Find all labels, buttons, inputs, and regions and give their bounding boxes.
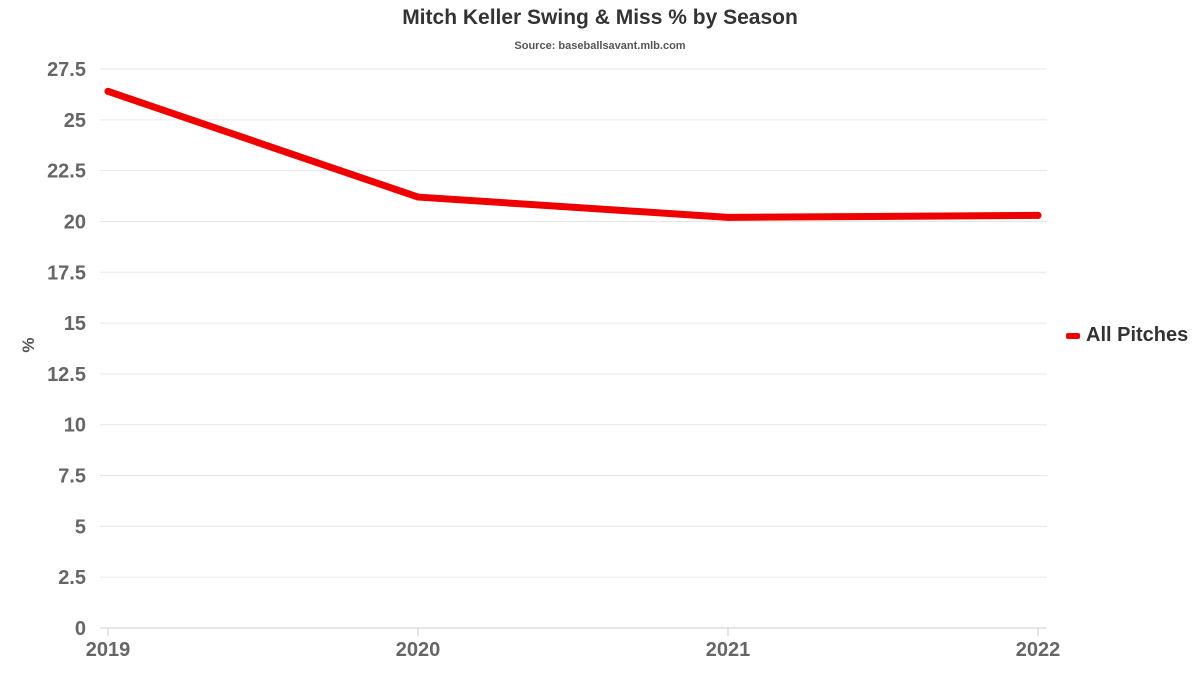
x-tick-label: 2021: [706, 639, 751, 661]
y-tick-label: 25: [64, 110, 86, 132]
series-line-0: [104, 87, 1042, 221]
data-point: [1034, 211, 1042, 219]
chart-subtitle: Source: baseballsavant.mlb.com: [514, 40, 686, 52]
data-point: [414, 193, 422, 201]
y-tick-label: 0: [75, 618, 86, 640]
legend: All Pitches: [1066, 324, 1188, 347]
x-tick-label: 2022: [1016, 639, 1061, 661]
y-tick-label: 12.5: [47, 364, 86, 386]
legend-label-all-pitches: All Pitches: [1086, 324, 1189, 346]
x-axis: [100, 627, 1047, 636]
legend-swatch: [1066, 332, 1080, 339]
y-tick-label: 20: [64, 211, 86, 233]
data-point: [104, 87, 112, 95]
y-tick-label: 5: [75, 516, 86, 538]
y-tick-label: 2.5: [58, 567, 86, 589]
y-tick-label: 15: [64, 313, 86, 335]
y-axis-tick-labels: 0 2.5 5 7.5 10 12.5 15 17.5 20 22.5 25 27.5: [47, 59, 86, 640]
y-tick-label: 17.5: [47, 262, 86, 284]
gridlines: [100, 68, 1047, 578]
x-tick-label: 2020: [396, 639, 441, 661]
x-tick-label: 2019: [86, 639, 131, 661]
y-tick-label: 27.5: [47, 59, 86, 81]
y-tick-label: 7.5: [58, 466, 86, 488]
y-tick-label: 10: [64, 415, 86, 437]
data-point: [724, 213, 732, 221]
y-axis-title: %: [19, 337, 38, 352]
x-axis-tick-labels: 2019 2020 2021 2022: [86, 639, 1061, 661]
series-lines: [104, 87, 1042, 221]
y-tick-label: 22.5: [47, 161, 86, 183]
chart-title: Mitch Keller Swing & Miss % by Season: [402, 6, 798, 29]
